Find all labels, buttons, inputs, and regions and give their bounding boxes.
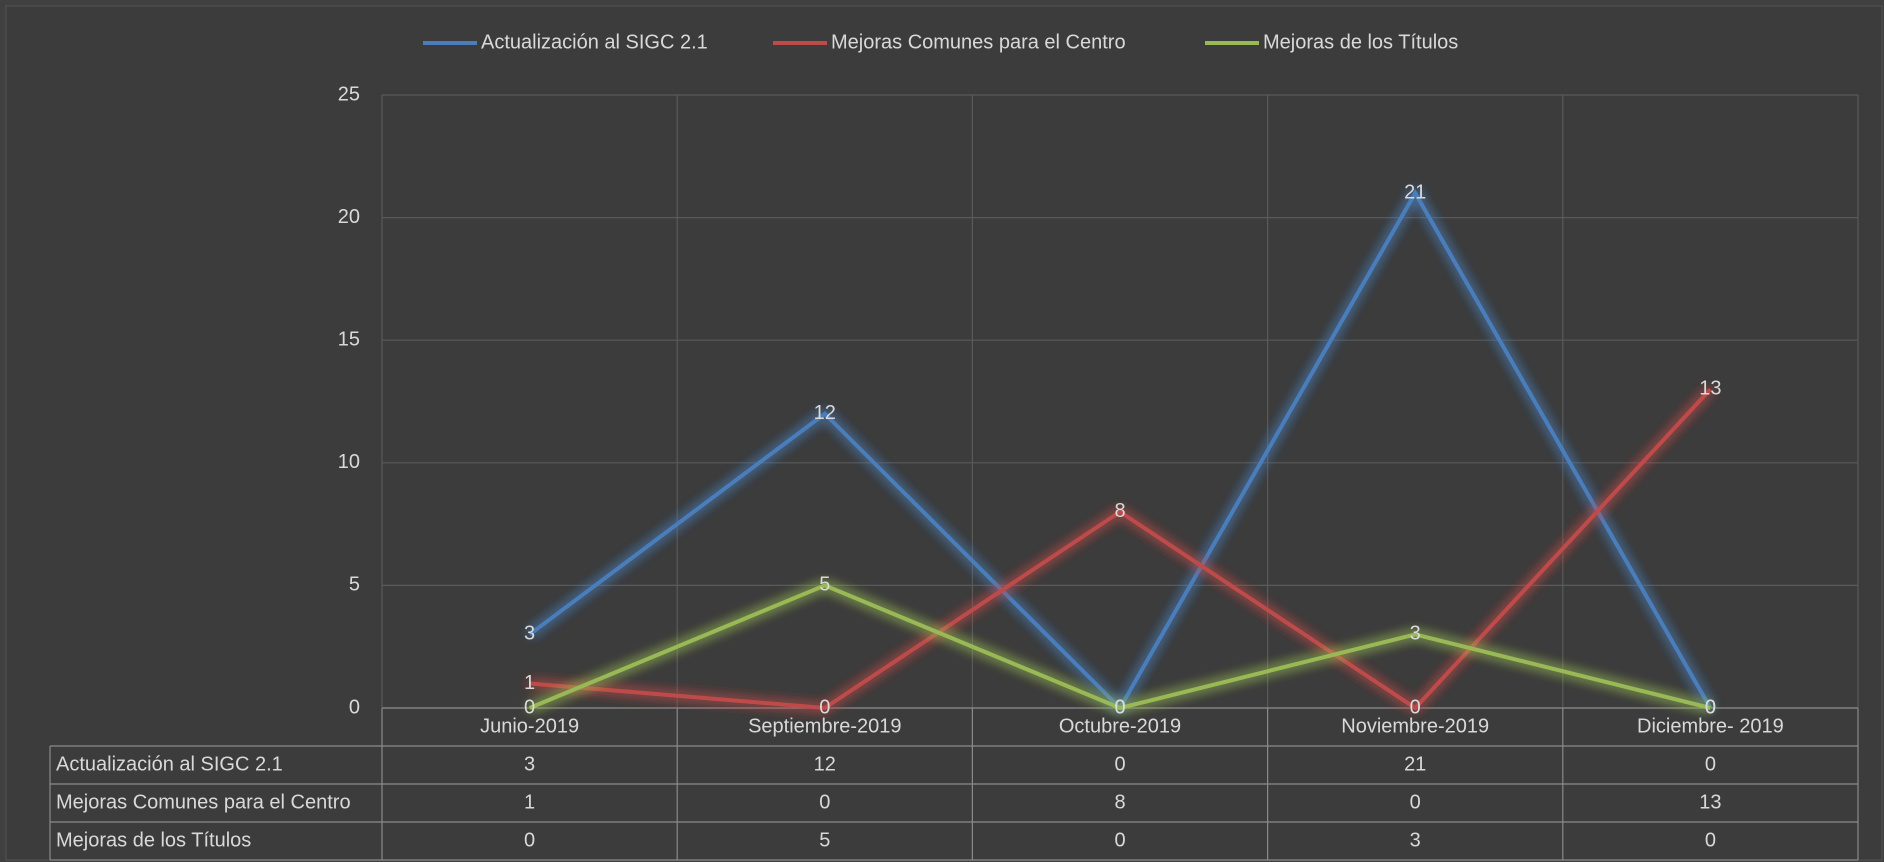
- table-cell: 0: [1410, 791, 1421, 813]
- legend-label: Mejoras Comunes para el Centro: [831, 31, 1126, 53]
- table-cell: 13: [1699, 791, 1721, 813]
- table-cell: 0: [524, 829, 535, 851]
- table-row-label: Mejoras de los Títulos: [56, 829, 251, 851]
- x-tick-label: Noviembre-2019: [1341, 715, 1489, 737]
- table-cell: 5: [819, 829, 830, 851]
- x-tick-label: Junio-2019: [480, 715, 579, 737]
- data-label: 12: [814, 402, 836, 424]
- table-row-label: Actualización al SIGC 2.1: [56, 753, 283, 775]
- data-label: 3: [1410, 623, 1421, 645]
- table-cell: 3: [1410, 829, 1421, 851]
- data-label: 0: [1114, 696, 1125, 718]
- table-cell: 1: [524, 791, 535, 813]
- x-tick-label: Diciembre- 2019: [1637, 715, 1784, 737]
- series-line: [528, 583, 1711, 711]
- data-label: 0: [1705, 696, 1716, 718]
- data-label: 0: [1410, 696, 1421, 718]
- data-label: 21: [1404, 181, 1426, 203]
- table-cell: 0: [1114, 829, 1125, 851]
- data-label: 0: [524, 696, 535, 718]
- legend-label: Mejoras de los Títulos: [1263, 31, 1458, 53]
- data-label: 5: [819, 574, 830, 596]
- table-cell: 3: [524, 753, 535, 775]
- data-label: 3: [524, 623, 535, 645]
- data-label: 13: [1699, 378, 1721, 400]
- x-tick-label: Septiembre-2019: [748, 715, 901, 737]
- chart-area: [5, 5, 1883, 861]
- table-cell: 12: [814, 753, 836, 775]
- y-tick-label: 15: [338, 328, 360, 350]
- data-label: 0: [819, 696, 830, 718]
- data-label: 0: [1114, 696, 1125, 718]
- y-tick-label: 5: [349, 574, 360, 596]
- x-tick-label: Octubre-2019: [1059, 715, 1181, 737]
- table-cell: 0: [1705, 829, 1716, 851]
- y-tick-label: 20: [338, 206, 360, 228]
- table-cell: 0: [1114, 753, 1125, 775]
- y-tick-label: 10: [338, 451, 360, 473]
- table-cell: 21: [1404, 753, 1426, 775]
- y-tick-label: 25: [338, 83, 360, 105]
- data-label: 8: [1114, 500, 1125, 522]
- table-cell: 8: [1114, 791, 1125, 813]
- data-label: 1: [524, 672, 535, 694]
- table-cell: 0: [819, 791, 830, 813]
- table-row-label: Mejoras Comunes para el Centro: [56, 791, 351, 813]
- y-tick-label: 0: [349, 696, 360, 718]
- table-cell: 0: [1705, 753, 1716, 775]
- series-line: [529, 387, 1712, 711]
- legend-label: Actualización al SIGC 2.1: [481, 31, 708, 53]
- data-label: 0: [1705, 696, 1716, 718]
